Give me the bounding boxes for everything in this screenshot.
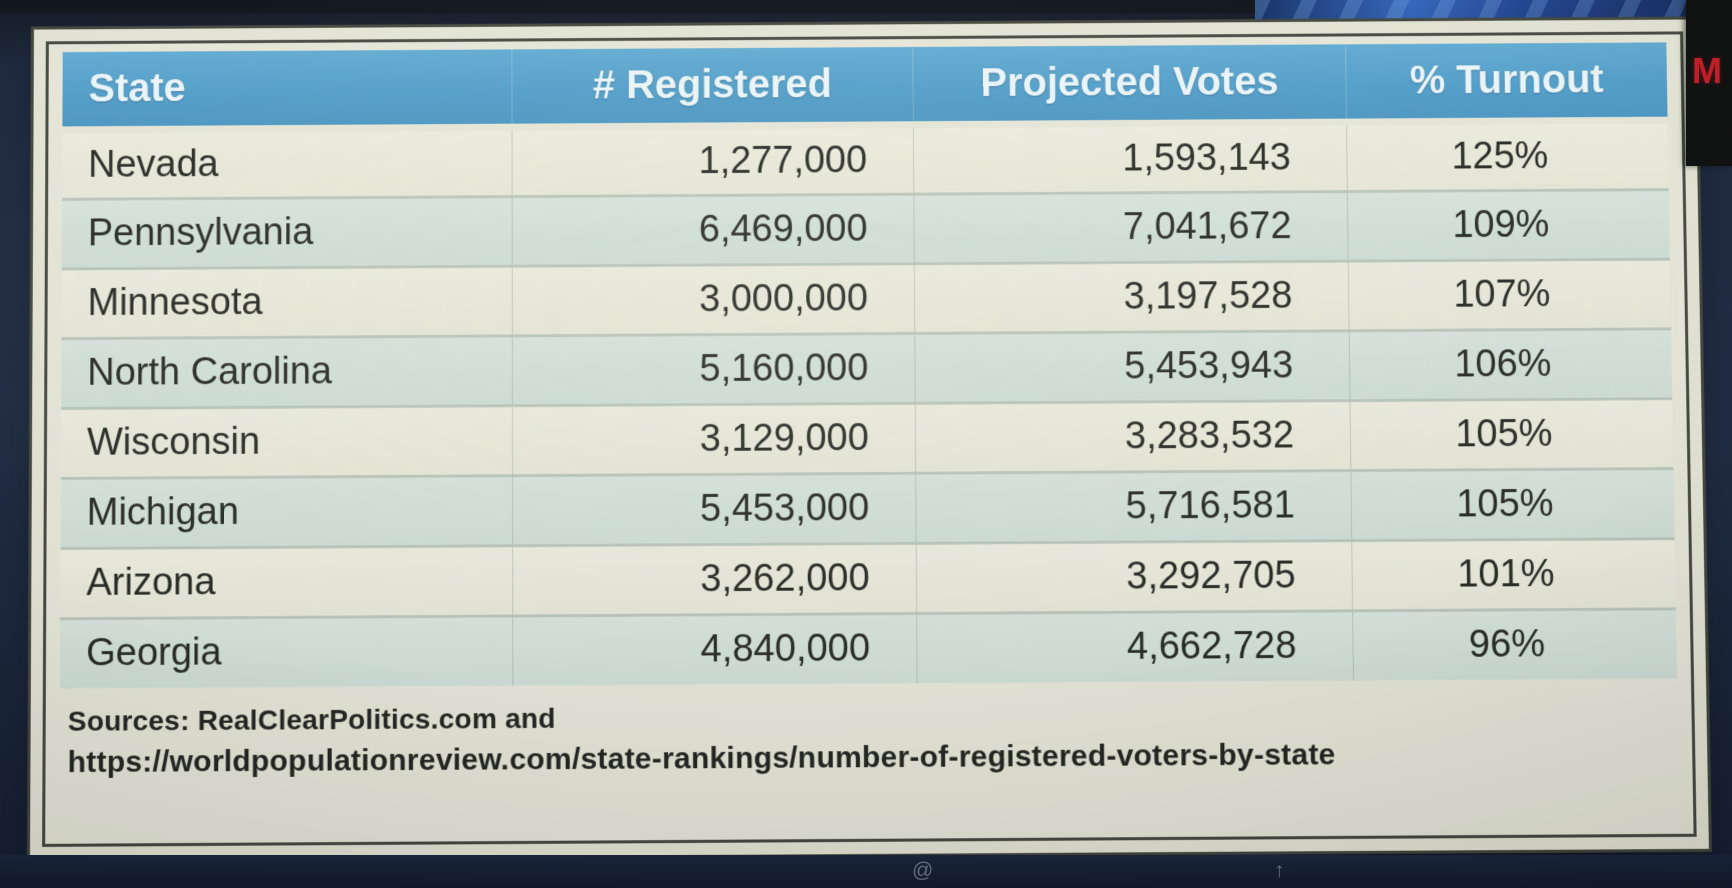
channel-logo-panel: M	[1686, 0, 1732, 166]
taskbar-at-glyph: @	[912, 859, 934, 882]
voter-turnout-table: State # Registered Projected Votes % Tur…	[59, 42, 1677, 689]
cell-turnout: 96%	[1352, 608, 1677, 681]
table-row: Georgia 4,840,000 4,662,728 96%	[59, 608, 1677, 689]
col-header-state: State	[62, 49, 512, 130]
cell-registered: 3,129,000	[512, 402, 916, 476]
cell-projected: 3,292,705	[916, 540, 1353, 613]
cell-state: Georgia	[59, 615, 513, 689]
table-header-row: State # Registered Projected Votes % Tur…	[62, 42, 1668, 130]
table-row: Pennsylvania 6,469,000 7,041,672 109%	[61, 189, 1670, 269]
cell-state: Arizona	[60, 545, 513, 619]
cell-turnout: 105%	[1350, 398, 1674, 471]
sources-line-2: https://worldpopulationreview.com/state-…	[67, 737, 1336, 779]
table-row: Minnesota 3,000,000 3,197,528 107%	[61, 258, 1672, 339]
cell-projected: 1,593,143	[913, 121, 1348, 194]
table-row: Wisconsin 3,129,000 3,283,532 105%	[60, 398, 1674, 478]
cell-state: Michigan	[60, 475, 513, 549]
cell-state: North Carolina	[61, 335, 513, 408]
cell-registered: 3,000,000	[512, 263, 915, 336]
cell-registered: 1,277,000	[511, 124, 914, 197]
cell-turnout: 109%	[1347, 189, 1670, 261]
col-header-registered: # Registered	[511, 46, 914, 127]
table-row: Michigan 5,453,000 5,716,581 105%	[60, 468, 1675, 549]
cell-state: Nevada	[62, 126, 512, 199]
cell-turnout: 106%	[1349, 328, 1673, 401]
col-header-projected: Projected Votes	[912, 44, 1347, 125]
cell-registered: 4,840,000	[512, 612, 917, 686]
cell-projected: 4,662,728	[916, 610, 1354, 684]
table-row: Arizona 3,262,000 3,292,705 101%	[60, 538, 1676, 619]
taskbar-strip: @ ↑	[0, 855, 1732, 888]
cell-projected: 3,197,528	[914, 260, 1350, 333]
col-header-turnout: % Turnout	[1345, 42, 1668, 122]
cell-turnout: 125%	[1346, 119, 1669, 192]
cell-state: Wisconsin	[60, 405, 513, 478]
sources-footnote: Sources: RealClearPolitics.com and https…	[59, 679, 1678, 785]
cell-turnout: 107%	[1348, 258, 1672, 331]
cell-projected: 3,283,532	[915, 400, 1351, 473]
table-row: North Carolina 5,160,000 5,453,943 106%	[61, 328, 1673, 408]
cell-turnout: 105%	[1350, 468, 1675, 541]
cell-registered: 6,469,000	[511, 193, 915, 266]
cell-projected: 5,716,581	[915, 470, 1352, 543]
cell-projected: 7,041,672	[913, 191, 1349, 264]
taskbar-arrow-glyph: ↑	[1274, 859, 1285, 882]
cell-state: Minnesota	[61, 265, 513, 339]
table-row: Nevada 1,277,000 1,593,143 125%	[62, 119, 1669, 199]
cell-registered: 5,453,000	[512, 472, 917, 546]
slide-card: State # Registered Projected Votes % Tur…	[42, 31, 1697, 847]
cell-turnout: 101%	[1351, 538, 1676, 611]
channel-logo-letter: M	[1692, 50, 1722, 91]
cell-registered: 5,160,000	[512, 332, 916, 406]
cell-state: Pennsylvania	[61, 196, 513, 269]
cell-registered: 3,262,000	[512, 542, 917, 616]
cell-projected: 5,453,943	[914, 330, 1351, 403]
